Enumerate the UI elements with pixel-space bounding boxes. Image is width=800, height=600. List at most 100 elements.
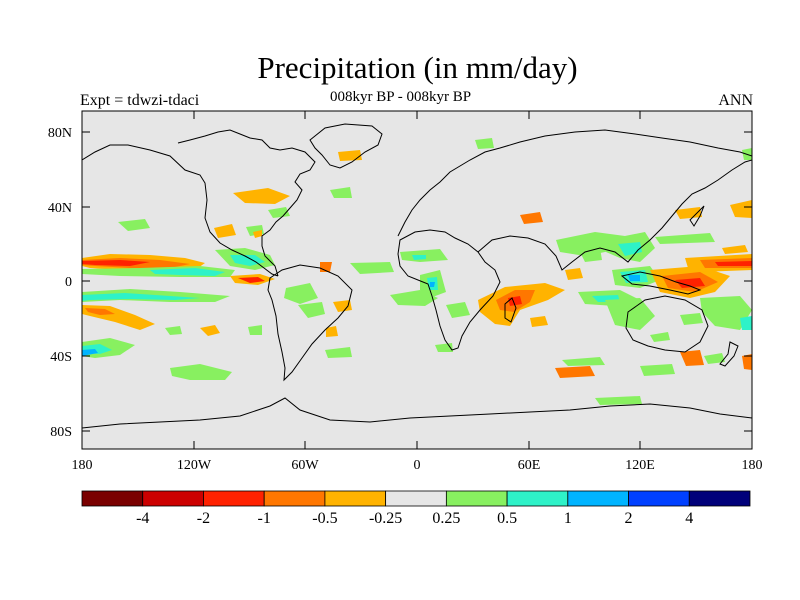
anomaly-patch xyxy=(248,325,262,335)
anomaly-patch xyxy=(640,364,675,376)
colorbar-swatch xyxy=(567,490,629,507)
anomaly-patch xyxy=(412,255,426,260)
lon-label: 0 xyxy=(414,458,421,473)
lon-label: 60E xyxy=(518,458,541,473)
coastline-europe xyxy=(397,129,752,237)
colorbar-swatch xyxy=(506,490,569,507)
lon-label: 60W xyxy=(291,458,319,473)
anomaly-patch xyxy=(650,332,670,342)
colorbar-label: 1 xyxy=(564,510,572,527)
anomaly-patch xyxy=(350,262,394,274)
colorbar-swatch xyxy=(81,490,144,507)
anomaly-patches xyxy=(82,138,752,405)
colorbar-label: -4 xyxy=(136,510,149,527)
anomaly-patch xyxy=(675,278,705,288)
anomaly-patch xyxy=(298,302,325,318)
anomaly-patch xyxy=(82,293,200,301)
colorbar-label: -0.25 xyxy=(369,510,402,527)
colorbar-swatch xyxy=(263,490,326,507)
anomaly-patch xyxy=(655,233,715,244)
lat-labels: 80N 40N 0 40S 80S xyxy=(48,126,72,440)
anomaly-patch xyxy=(742,354,752,370)
anomaly-patch xyxy=(730,200,752,218)
anomaly-patch xyxy=(530,316,548,327)
anomaly-patch xyxy=(200,325,220,336)
anomaly-patch xyxy=(85,308,115,315)
tick-marks xyxy=(81,111,753,449)
anomaly-patch xyxy=(675,207,702,219)
colorbar-swatch xyxy=(445,490,508,507)
period-label: 008kyr BP - 008kyr BP xyxy=(330,89,472,105)
colorbar-label: -2 xyxy=(197,510,210,527)
colorbar-swatch xyxy=(324,490,387,507)
coastlines xyxy=(82,123,752,429)
anomaly-patch xyxy=(233,188,290,204)
colorbar-swatch xyxy=(688,490,751,507)
lat-label: 40S xyxy=(50,350,72,365)
anomaly-patch xyxy=(562,357,605,366)
anomaly-patch xyxy=(82,349,98,356)
lat-label: 0 xyxy=(65,275,72,290)
anomaly-patch xyxy=(325,347,352,358)
lat-label: 40N xyxy=(48,201,72,216)
anomaly-patch xyxy=(326,326,338,337)
anomaly-patch xyxy=(284,283,318,304)
anomaly-patch xyxy=(333,300,352,312)
coastline-indonesia xyxy=(620,271,702,295)
anomaly-patch xyxy=(605,298,655,330)
coastline-eurasia-africa xyxy=(397,229,501,351)
lon-labels: 180 120W 60W 0 60E 120E 180 xyxy=(72,458,763,473)
colorbar-label: 2 xyxy=(625,510,633,527)
anomaly-patch xyxy=(520,212,543,224)
lon-label: 180 xyxy=(742,458,763,473)
colorbar-label: -1 xyxy=(258,510,271,527)
colorbar-swatch xyxy=(628,490,690,507)
coastline-new-zealand xyxy=(719,341,739,367)
anomaly-patch xyxy=(475,138,494,149)
anomaly-patch xyxy=(230,255,265,266)
anomaly-patch xyxy=(238,277,265,283)
anomaly-patch xyxy=(165,326,182,335)
lon-label: 120W xyxy=(177,458,212,473)
colorbar: -4 -2 -1 -0.5 -0.25 0.25 0.5 1 2 4 xyxy=(81,490,751,527)
season-label: ANN xyxy=(718,92,753,109)
coastline-madagascar xyxy=(504,297,517,323)
anomaly-patch xyxy=(446,302,470,318)
anomaly-patch xyxy=(82,260,150,266)
anomaly-patch xyxy=(628,275,640,281)
anomaly-patch xyxy=(595,396,642,405)
colorbar-swatch xyxy=(203,490,265,507)
colorbar-label: 0.25 xyxy=(432,510,460,527)
coastline-antarctica xyxy=(82,397,752,429)
anomaly-patch xyxy=(253,230,262,238)
anomaly-patch xyxy=(214,224,236,238)
lat-label: 80N xyxy=(48,126,72,141)
anomaly-patch xyxy=(555,366,595,378)
anomaly-patch xyxy=(330,187,352,198)
anomaly-patch xyxy=(715,261,752,266)
anomaly-patch xyxy=(680,350,704,366)
anomaly-patch xyxy=(565,268,583,280)
anomaly-patch xyxy=(150,268,225,276)
anomaly-patch xyxy=(430,282,435,287)
colorbar-label: 4 xyxy=(685,510,693,527)
anomaly-patch xyxy=(704,353,725,364)
coastline-greenland xyxy=(309,123,383,169)
anomaly-patch xyxy=(740,316,752,330)
lat-label: 80S xyxy=(50,425,72,440)
colorbar-swatch xyxy=(385,490,447,507)
anomaly-patch xyxy=(700,296,752,330)
anomaly-patch xyxy=(680,313,703,325)
anomaly-patch xyxy=(170,364,232,380)
map-title: Precipitation (in mm/day) xyxy=(257,50,578,85)
lon-label: 180 xyxy=(72,458,93,473)
colorbar-swatch xyxy=(142,490,204,507)
anomaly-patch xyxy=(722,245,748,254)
lon-label: 120E xyxy=(625,458,655,473)
colorbar-label: -0.5 xyxy=(312,510,337,527)
colorbar-label: 0.5 xyxy=(497,510,517,527)
coastline-australia xyxy=(625,295,709,353)
experiment-label: Expt = tdwzi-tdaci xyxy=(80,92,200,109)
anomaly-patch xyxy=(338,150,362,161)
